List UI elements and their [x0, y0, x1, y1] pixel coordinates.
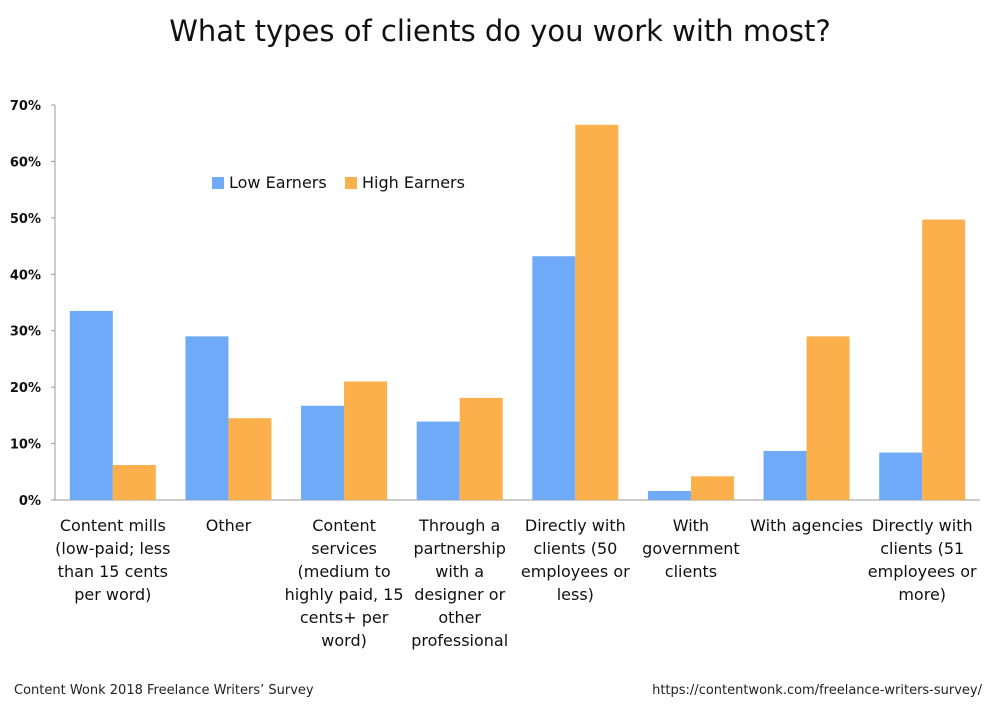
x-tick-label: With	[673, 516, 709, 535]
y-tick-label: 60%	[10, 155, 41, 170]
x-tick-label: Directly with	[872, 516, 973, 535]
x-tick-label: clients (51	[880, 539, 964, 558]
x-tick-label: employees or	[868, 562, 977, 581]
x-tick-label: clients (50	[533, 539, 617, 558]
legend-label: Low Earners	[229, 173, 327, 192]
x-tick-label: highly paid, 15	[285, 585, 404, 604]
x-tick-label: than 15 cents	[58, 562, 168, 581]
y-tick-label: 30%	[10, 325, 41, 340]
y-tick-label: 50%	[10, 212, 41, 227]
x-tick-label: cents+ per	[300, 608, 389, 627]
bar-high-earners	[112, 465, 156, 500]
bar-high-earners	[228, 418, 272, 500]
bar-high-earners	[806, 336, 850, 500]
bar-low-earners	[879, 452, 923, 500]
legend-label: High Earners	[362, 173, 465, 192]
x-tick-label: Directly with	[525, 516, 626, 535]
x-tick-label: with a	[435, 562, 484, 581]
x-tick-label: per word)	[74, 585, 151, 604]
bar-low-earners	[416, 421, 460, 500]
bar-low-earners	[69, 310, 113, 500]
bar-high-earners	[459, 397, 503, 500]
legend-swatch	[345, 177, 357, 189]
x-tick-label: less)	[557, 585, 594, 604]
x-tick-label: partnership	[413, 539, 505, 558]
x-tick-label: Content mills	[60, 516, 166, 535]
x-tick-label: professional	[411, 631, 508, 650]
x-tick-label: services	[311, 539, 377, 558]
bar-high-earners	[344, 381, 388, 500]
y-tick-label: 0%	[19, 494, 41, 509]
x-tick-label: clients	[665, 562, 717, 581]
x-tick-label: employees or	[521, 562, 630, 581]
bar-low-earners	[532, 256, 576, 500]
x-tick-label: word)	[321, 631, 367, 650]
bar-low-earners	[301, 405, 345, 500]
bar-low-earners	[763, 450, 807, 500]
bar-high-earners	[690, 476, 734, 500]
x-tick-label: Other	[206, 516, 252, 535]
x-tick-label: more)	[898, 585, 946, 604]
bar-low-earners	[647, 490, 691, 500]
x-tick-label: Content	[312, 516, 376, 535]
x-tick-label: (medium to	[297, 562, 390, 581]
x-tick-label: (low-paid; less	[55, 539, 170, 558]
x-tick-label: other	[438, 608, 481, 627]
x-tick-label: Through a	[418, 516, 500, 535]
bar-high-earners	[922, 219, 966, 501]
source-url: https://contentwonk.com/freelance-writer…	[652, 683, 982, 698]
source-note: Content Wonk 2018 Freelance Writers’ Sur…	[14, 683, 314, 698]
x-tick-label: government	[642, 539, 740, 558]
y-tick-label: 20%	[10, 381, 41, 396]
chart-title: What types of clients do you work with m…	[169, 14, 831, 48]
y-tick-label: 70%	[10, 99, 41, 114]
y-tick-label: 40%	[10, 268, 41, 283]
bar-low-earners	[185, 336, 229, 500]
y-tick-label: 10%	[10, 438, 41, 453]
bar-high-earners	[575, 124, 619, 500]
legend-swatch	[212, 177, 224, 189]
x-tick-label: designer or	[414, 585, 505, 604]
x-tick-label: With agencies	[750, 516, 863, 535]
